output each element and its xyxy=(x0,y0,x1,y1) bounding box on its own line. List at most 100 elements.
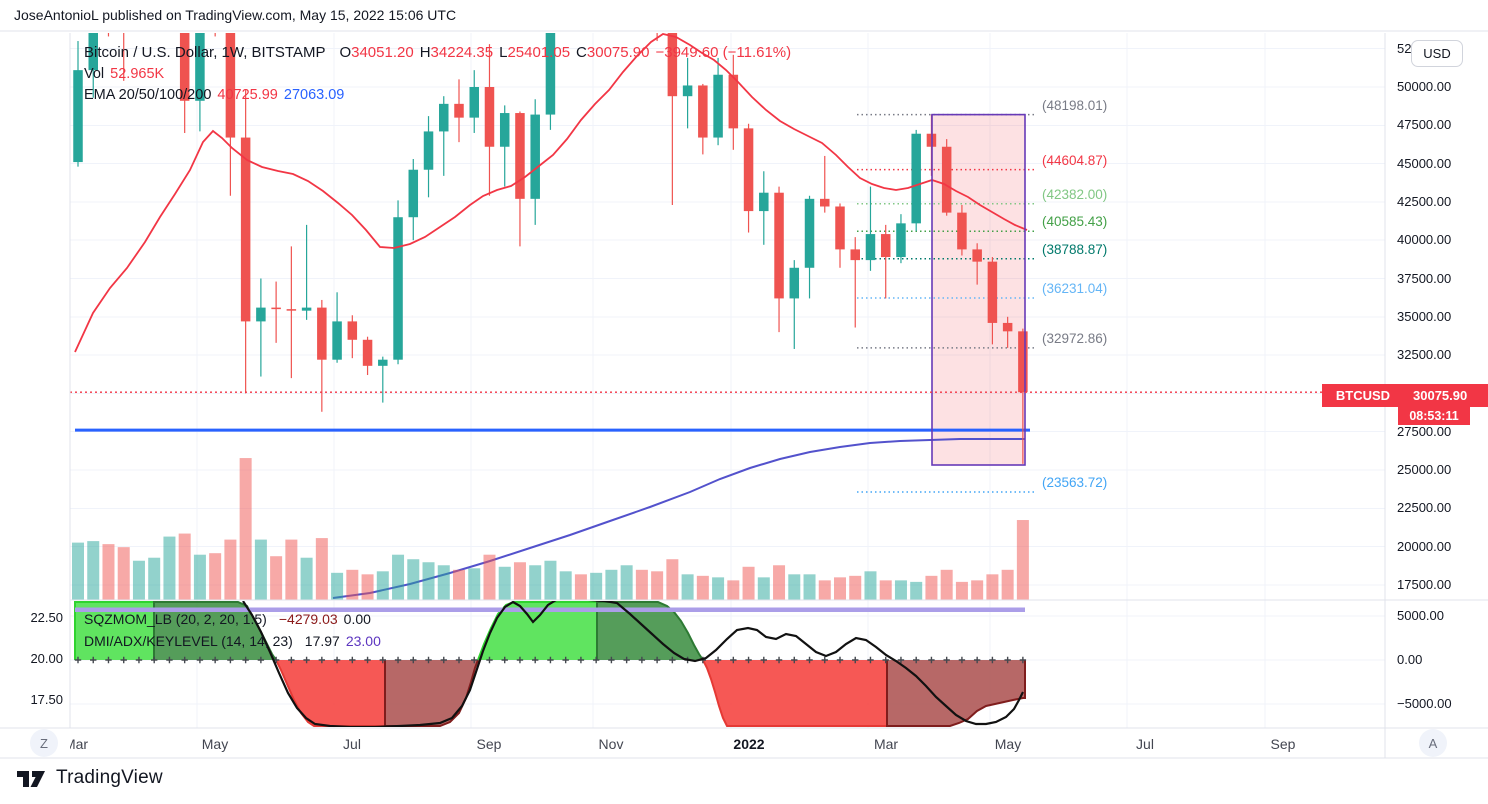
candle-body xyxy=(286,309,297,311)
candle-body xyxy=(667,33,678,97)
volume-bar xyxy=(117,547,130,600)
plus-marker xyxy=(166,656,173,664)
time-axis[interactable]: Mar May Jul Sep Nov 2022 Mar May Jul Sep xyxy=(70,728,1385,758)
currency-unit-button[interactable]: USD xyxy=(1411,40,1463,67)
plus-marker xyxy=(349,656,356,664)
plus-marker xyxy=(714,656,722,664)
volume-bar xyxy=(239,458,252,600)
candle-body xyxy=(698,85,708,138)
plus-marker xyxy=(547,656,554,664)
candle-body xyxy=(393,217,403,360)
candle-body xyxy=(515,113,525,199)
price-tick-label: 42500.00 xyxy=(1397,193,1452,209)
candle-body xyxy=(301,307,312,311)
ohlc-high: H34224.35 xyxy=(419,44,494,61)
ohlc-low: L25401.05 xyxy=(499,44,571,61)
plus-marker xyxy=(288,656,295,664)
volume-bar xyxy=(925,575,938,600)
candle-body xyxy=(134,0,144,6)
price-tick-label: 20000.00 xyxy=(1397,538,1452,554)
plus-marker xyxy=(532,656,539,664)
auto-scale-button[interactable]: A xyxy=(1419,729,1447,757)
plus-marker xyxy=(760,656,767,664)
candle-body xyxy=(987,261,998,323)
plus-marker xyxy=(775,656,783,664)
candle-body xyxy=(195,33,205,101)
volume-bar xyxy=(955,581,968,600)
volume-bar xyxy=(666,559,679,600)
plus-marker xyxy=(638,656,646,664)
dmi-legend[interactable]: DMI/ADX/KEYLEVEL (14, 14, 23) 17.97 23.0… xyxy=(84,633,381,649)
level-label: (48198.01) xyxy=(1042,97,1108,113)
tradingview-logo[interactable]: TradingView xyxy=(16,766,163,790)
plus-marker xyxy=(1019,656,1027,664)
time-tick-label: May xyxy=(201,736,229,752)
plus-marker xyxy=(897,656,905,664)
volume-legend[interactable]: Vol 52.965K xyxy=(84,66,164,82)
time-tick-label: Nov xyxy=(598,736,624,752)
candle-body xyxy=(530,114,540,199)
plus-marker xyxy=(410,656,417,664)
time-tick-label: May xyxy=(994,736,1022,752)
timezone-button[interactable]: Z xyxy=(30,729,58,757)
sqzmom-tick-label: 0.00 xyxy=(1397,652,1423,667)
symbol-legend[interactable]: Bitcoin / U.S. Dollar, 1W, BITSTAMP O340… xyxy=(84,44,791,61)
volume-bar xyxy=(910,581,923,600)
plus-marker xyxy=(318,656,326,664)
highlight-box-border xyxy=(931,113,1026,466)
volume-bar xyxy=(696,575,709,600)
sqzmom-area-pos-falling-1 xyxy=(154,602,276,660)
plus-marker xyxy=(242,656,249,664)
volume-bar xyxy=(559,571,572,600)
volume-bar xyxy=(849,575,862,600)
time-tick-label: Jul xyxy=(1136,736,1154,752)
volume-bars xyxy=(72,458,1029,600)
volume-bar xyxy=(681,574,694,600)
volume-bar xyxy=(590,572,603,600)
adx-tick-label: 17.50 xyxy=(30,692,63,707)
plus-marker xyxy=(303,656,310,664)
adx-tick-label: 20.00 xyxy=(30,651,63,666)
plus-marker xyxy=(806,656,813,664)
lower-pane xyxy=(74,601,1027,727)
ema200-value: 27063.09 xyxy=(283,87,345,103)
sqzmom-edge-pos-falling-2 xyxy=(596,601,704,661)
volume-bar xyxy=(193,554,206,600)
sqzmom-edge-neg-falling-2 xyxy=(702,659,888,727)
volume-bar xyxy=(574,574,587,600)
price-tick-label: 40000.00 xyxy=(1397,232,1452,248)
volume-bar xyxy=(468,568,481,600)
level-label: (38788.87) xyxy=(1042,241,1108,257)
plus-marker xyxy=(913,656,920,664)
candle-body xyxy=(439,103,449,132)
volume-bar xyxy=(803,574,816,600)
level-label: (44604.87) xyxy=(1042,152,1108,168)
volume-bar xyxy=(529,565,542,600)
candle-body xyxy=(119,0,129,6)
grid xyxy=(70,33,1385,728)
volume-bar xyxy=(300,557,313,600)
candle-body xyxy=(957,212,967,250)
candle-body xyxy=(835,206,845,250)
sqzmom-tick-label: 5000.00 xyxy=(1397,608,1444,623)
ema-legend[interactable]: EMA 20/50/100/200 40725.99 27063.09 xyxy=(84,87,344,103)
price-tag-countdown: 08:53:11 xyxy=(1398,407,1470,425)
volume-bar xyxy=(132,560,145,600)
volume-bar xyxy=(727,580,740,600)
plus-marker xyxy=(958,656,966,664)
candle-body xyxy=(347,321,358,340)
price-tick-label: 45000.00 xyxy=(1397,155,1452,171)
time-tick-label: Mar xyxy=(70,736,89,752)
level-label: (36231.04) xyxy=(1042,280,1108,296)
candle-body xyxy=(865,234,876,261)
plus-marker xyxy=(577,656,585,664)
volume-bar xyxy=(361,574,374,600)
plus-marker xyxy=(608,656,615,664)
candle-body xyxy=(408,169,419,218)
plus-marker xyxy=(882,656,889,664)
plus-marker xyxy=(90,656,97,664)
plus-marker xyxy=(471,656,478,664)
sqzmom-legend[interactable]: SQZMOM_LB (20, 2, 20, 1.5) −4279.03 0.00 xyxy=(84,611,371,627)
